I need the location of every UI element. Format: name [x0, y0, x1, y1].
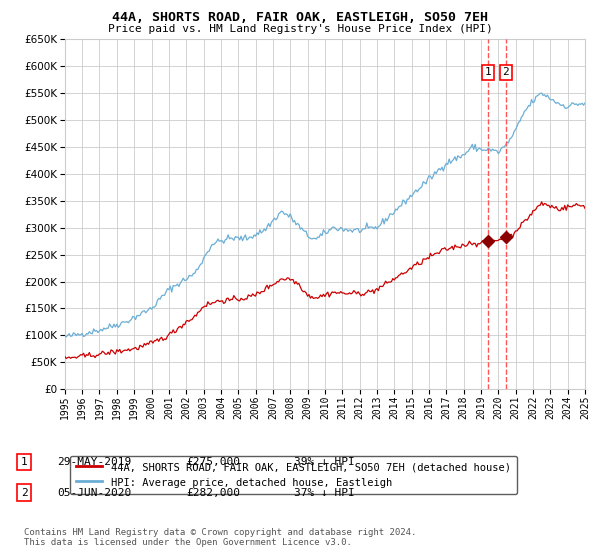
Text: 29-MAY-2019: 29-MAY-2019: [57, 457, 131, 467]
Text: Contains HM Land Registry data © Crown copyright and database right 2024.
This d: Contains HM Land Registry data © Crown c…: [24, 528, 416, 547]
Text: 2: 2: [502, 67, 509, 77]
Text: 1: 1: [485, 67, 491, 77]
Legend: 44A, SHORTS ROAD, FAIR OAK, EASTLEIGH, SO50 7EH (detached house), HPI: Average p: 44A, SHORTS ROAD, FAIR OAK, EASTLEIGH, S…: [70, 456, 517, 494]
Text: 37% ↓ HPI: 37% ↓ HPI: [294, 488, 355, 498]
Text: 39% ↓ HPI: 39% ↓ HPI: [294, 457, 355, 467]
Text: 44A, SHORTS ROAD, FAIR OAK, EASTLEIGH, SO50 7EH: 44A, SHORTS ROAD, FAIR OAK, EASTLEIGH, S…: [112, 11, 488, 24]
Text: £282,000: £282,000: [186, 488, 240, 498]
Text: 05-JUN-2020: 05-JUN-2020: [57, 488, 131, 498]
Text: 1: 1: [20, 457, 28, 467]
Text: 2: 2: [20, 488, 28, 498]
Text: Price paid vs. HM Land Registry's House Price Index (HPI): Price paid vs. HM Land Registry's House …: [107, 24, 493, 34]
Text: £275,000: £275,000: [186, 457, 240, 467]
